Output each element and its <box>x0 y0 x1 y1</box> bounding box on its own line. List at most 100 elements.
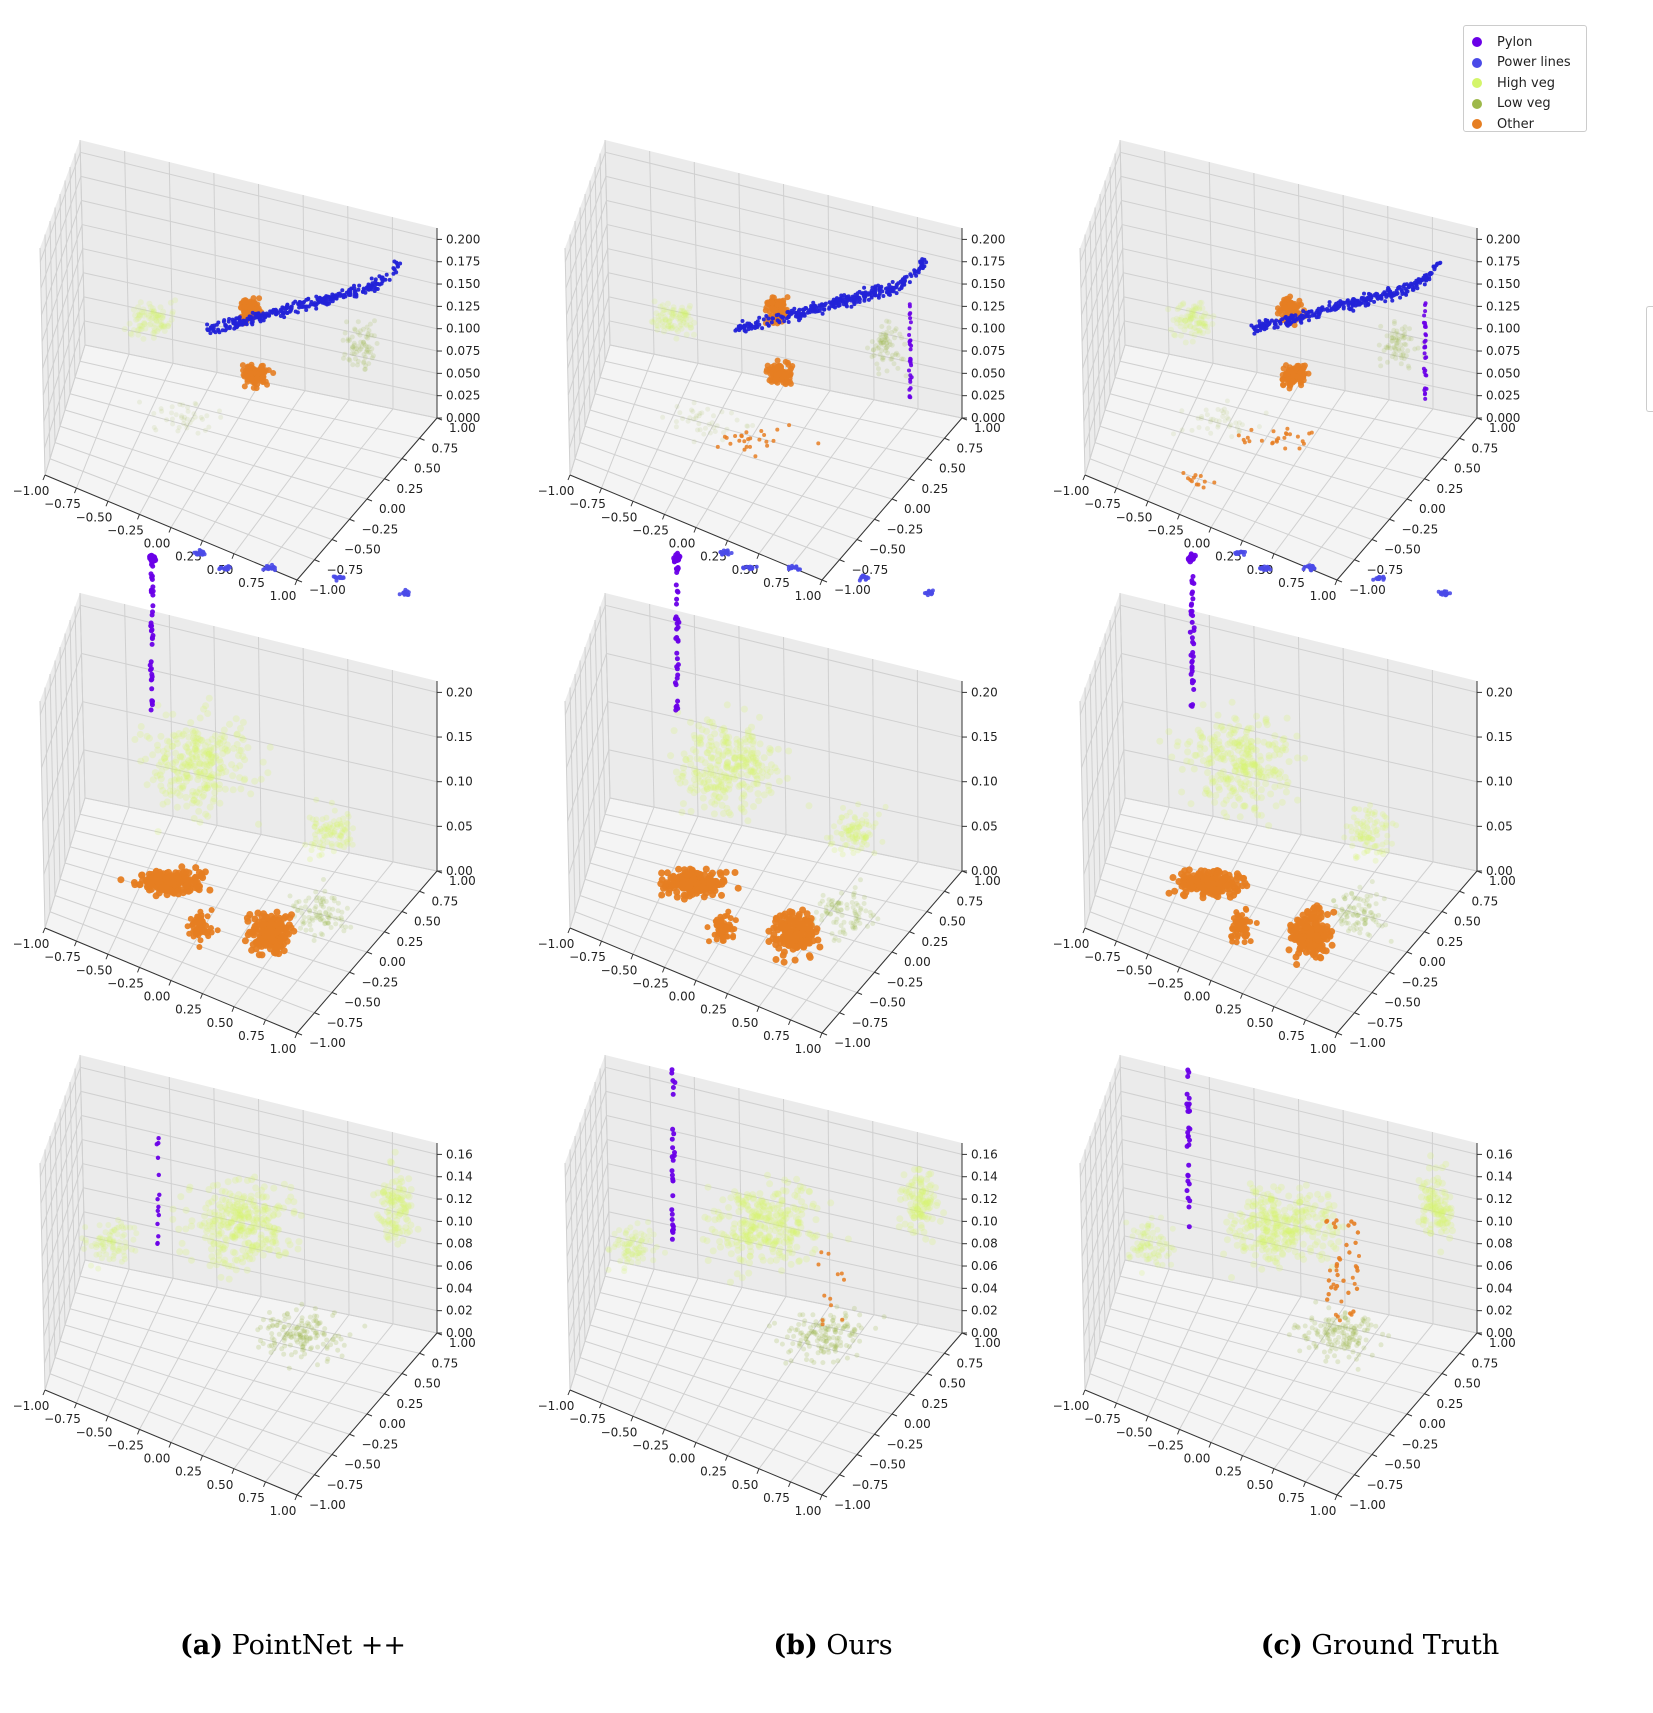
power-line-point <box>797 318 801 323</box>
high-veg-point <box>687 302 693 309</box>
pylon-point <box>148 571 154 577</box>
low-veg-point <box>1384 333 1390 339</box>
x-tick <box>662 514 665 520</box>
low-veg-point <box>854 918 859 924</box>
y-tick-label: 0.75 <box>957 894 984 908</box>
power-line-point <box>354 292 359 297</box>
high-veg-point <box>210 795 218 803</box>
low-veg-point <box>1406 336 1412 342</box>
high-veg-point <box>136 309 143 316</box>
power-line-point <box>1289 316 1294 321</box>
z-tick-label: 0.200 <box>971 232 1005 246</box>
other-point <box>273 928 281 936</box>
pylon-point <box>149 676 155 682</box>
other-point <box>258 951 266 959</box>
panel-ground-truth-scene-2: −1.00−0.75−0.50−0.250.000.250.500.751.00… <box>1053 549 1516 1056</box>
other-point <box>256 295 263 302</box>
high-veg-point <box>140 306 147 313</box>
y-tick-label: −1.00 <box>309 583 346 597</box>
high-veg-point <box>237 746 245 754</box>
high-veg-point <box>687 718 694 726</box>
other-point <box>807 931 815 939</box>
other-point <box>724 435 729 440</box>
other-point <box>264 381 270 388</box>
high-veg-point <box>1176 316 1183 323</box>
high-veg-point <box>257 775 265 783</box>
other-point <box>739 433 744 438</box>
low-veg-point <box>302 904 308 910</box>
floor-grid-line <box>604 360 945 439</box>
power-line-point <box>304 308 309 312</box>
high-veg-point <box>127 330 134 337</box>
floor-grid-line <box>265 408 394 568</box>
x-tick-label: 0.00 <box>1184 990 1211 1004</box>
high-veg-point <box>754 790 762 798</box>
power-line-point <box>748 322 753 327</box>
power-line-point <box>235 322 239 327</box>
low-veg-point <box>318 931 324 937</box>
x-tick-label: 0.25 <box>700 1003 727 1017</box>
panel-pointnet--scene-1: −1.00−0.75−0.50−0.250.000.250.500.751.00… <box>13 139 480 603</box>
other-point <box>1201 485 1206 490</box>
high-veg-point <box>146 312 152 319</box>
high-veg-point <box>692 781 700 789</box>
y-tick-label: −0.75 <box>327 1016 364 1030</box>
low-veg-point <box>1398 361 1404 367</box>
power-line-point <box>1280 317 1285 322</box>
high-veg-point <box>153 312 160 319</box>
x-tick-label: −0.50 <box>601 963 638 977</box>
low-veg-point <box>287 893 293 899</box>
high-veg-point <box>750 803 757 810</box>
floor-grid-line <box>79 360 420 439</box>
other-point <box>195 913 202 920</box>
floor-grid-line <box>727 390 831 541</box>
high-veg-point <box>318 828 325 835</box>
high-veg-point <box>720 724 728 732</box>
high-veg-point <box>746 785 754 793</box>
low-veg-point <box>1204 412 1210 418</box>
y-tick-label: −0.75 <box>1367 1016 1404 1030</box>
pylon-point <box>675 662 681 668</box>
other-point <box>779 301 786 308</box>
other-point <box>724 925 730 932</box>
high-veg-point <box>220 726 228 734</box>
other-point <box>733 434 738 438</box>
z-tick-label: 0.050 <box>446 366 480 380</box>
other-point <box>1282 371 1289 378</box>
power-line-point <box>812 303 817 308</box>
wall-grid-line <box>54 207 61 427</box>
power-line-point <box>877 288 882 293</box>
low-veg-point <box>312 906 318 912</box>
high-veg-point <box>1190 308 1196 315</box>
low-veg-point <box>303 927 309 933</box>
high-veg-point <box>741 735 749 743</box>
other-point <box>722 868 730 876</box>
power-line-point <box>742 325 747 330</box>
high-veg-point <box>677 318 683 325</box>
high-veg-point <box>744 817 752 825</box>
y-tick-label: 0.75 <box>957 441 984 455</box>
other-point <box>190 920 197 927</box>
floor-grid-line <box>69 393 385 480</box>
power-line-point <box>227 565 232 570</box>
high-veg-point <box>266 743 274 751</box>
pylon-point <box>149 627 155 633</box>
floor-grid-line <box>74 377 403 459</box>
x-tick-label: −0.25 <box>107 523 144 537</box>
high-veg-point <box>218 744 226 752</box>
y-tick-label: −1.00 <box>309 1036 346 1050</box>
low-veg-point <box>355 358 361 364</box>
high-veg-point <box>319 816 326 823</box>
y-tick-label: −1.00 <box>834 1036 871 1050</box>
high-veg-point <box>840 804 846 811</box>
pylon-point <box>1423 301 1428 306</box>
high-veg-point <box>239 718 247 726</box>
other-point <box>785 923 793 931</box>
low-veg-point <box>355 319 361 325</box>
other-point <box>673 888 681 896</box>
x-tick <box>725 540 728 546</box>
floor-grid-line <box>64 409 368 500</box>
power-line-point <box>827 305 832 310</box>
high-veg-point <box>135 304 142 311</box>
low-veg-point <box>352 327 358 333</box>
